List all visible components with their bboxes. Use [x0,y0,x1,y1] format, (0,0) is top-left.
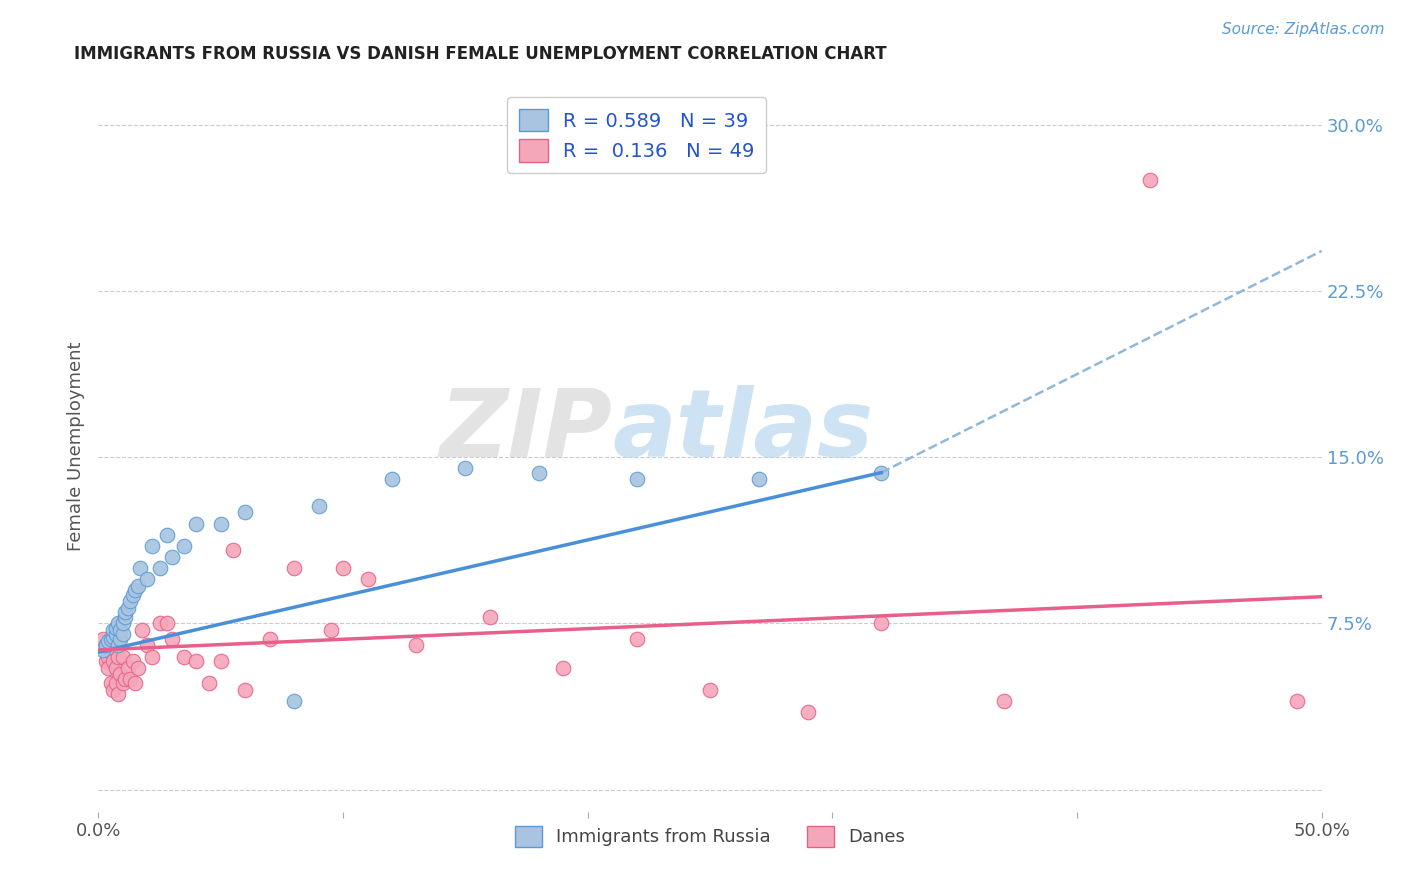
Point [173,649,195,664]
Point [111,676,134,690]
Point [120,594,142,608]
Point [259,632,281,646]
Point [94,654,117,668]
Point [870,466,893,480]
Point [110,623,132,637]
Point [129,561,152,575]
Point [101,623,124,637]
Point [91,632,114,646]
Y-axis label: Female Unemployment: Female Unemployment [66,342,84,550]
Point [107,639,129,653]
Point [101,630,124,644]
Point [110,667,132,681]
Point [283,561,305,575]
Point [111,649,134,664]
Point [626,472,648,486]
Point [233,506,256,520]
Point [114,605,136,619]
Point [97,649,120,664]
Point [100,632,122,646]
Point [136,572,159,586]
Point [104,660,127,674]
Point [209,654,232,668]
Point [160,549,183,564]
Point [156,616,179,631]
Point [222,543,245,558]
Point [870,616,893,631]
Point [101,654,124,668]
Legend: Immigrants from Russia, Danes: Immigrants from Russia, Danes [508,819,912,854]
Point [111,616,134,631]
Point [308,499,330,513]
Point [381,472,404,486]
Point [283,694,305,708]
Point [1286,694,1309,708]
Point [110,632,132,646]
Point [553,660,575,674]
Point [111,627,134,641]
Point [104,627,127,641]
Point [114,609,136,624]
Point [186,654,208,668]
Point [101,682,124,697]
Point [1139,173,1161,187]
Point [124,676,146,690]
Point [97,660,120,674]
Point [100,676,122,690]
Point [141,539,163,553]
Point [131,623,153,637]
Text: ZIP: ZIP [439,385,612,477]
Text: IMMIGRANTS FROM RUSSIA VS DANISH FEMALE UNEMPLOYMENT CORRELATION CHART: IMMIGRANTS FROM RUSSIA VS DANISH FEMALE … [75,45,887,63]
Point [117,660,139,674]
Point [117,600,139,615]
Point [209,516,232,531]
Point [114,672,136,686]
Text: Source: ZipAtlas.com: Source: ZipAtlas.com [1222,22,1385,37]
Point [91,643,114,657]
Point [94,639,117,653]
Point [405,639,427,653]
Point [160,632,183,646]
Point [127,579,149,593]
Point [186,516,208,531]
Point [356,572,378,586]
Point [149,561,172,575]
Point [197,676,219,690]
Point [124,583,146,598]
Point [104,676,127,690]
Point [319,623,342,637]
Point [107,616,129,631]
Point [626,632,648,646]
Point [454,461,477,475]
Point [173,539,195,553]
Point [120,672,142,686]
Point [149,616,172,631]
Point [127,660,149,674]
Point [94,639,117,653]
Point [121,587,143,601]
Point [107,687,129,701]
Point [699,682,721,697]
Point [797,705,820,719]
Point [748,472,770,486]
Point [141,649,163,664]
Point [97,634,120,648]
Point [332,561,354,575]
Point [233,682,256,697]
Point [100,645,122,659]
Point [478,609,501,624]
Text: atlas: atlas [612,385,873,477]
Point [527,466,550,480]
Point [121,654,143,668]
Point [136,639,159,653]
Point [993,694,1015,708]
Point [107,649,129,664]
Point [156,527,179,541]
Point [104,621,127,635]
